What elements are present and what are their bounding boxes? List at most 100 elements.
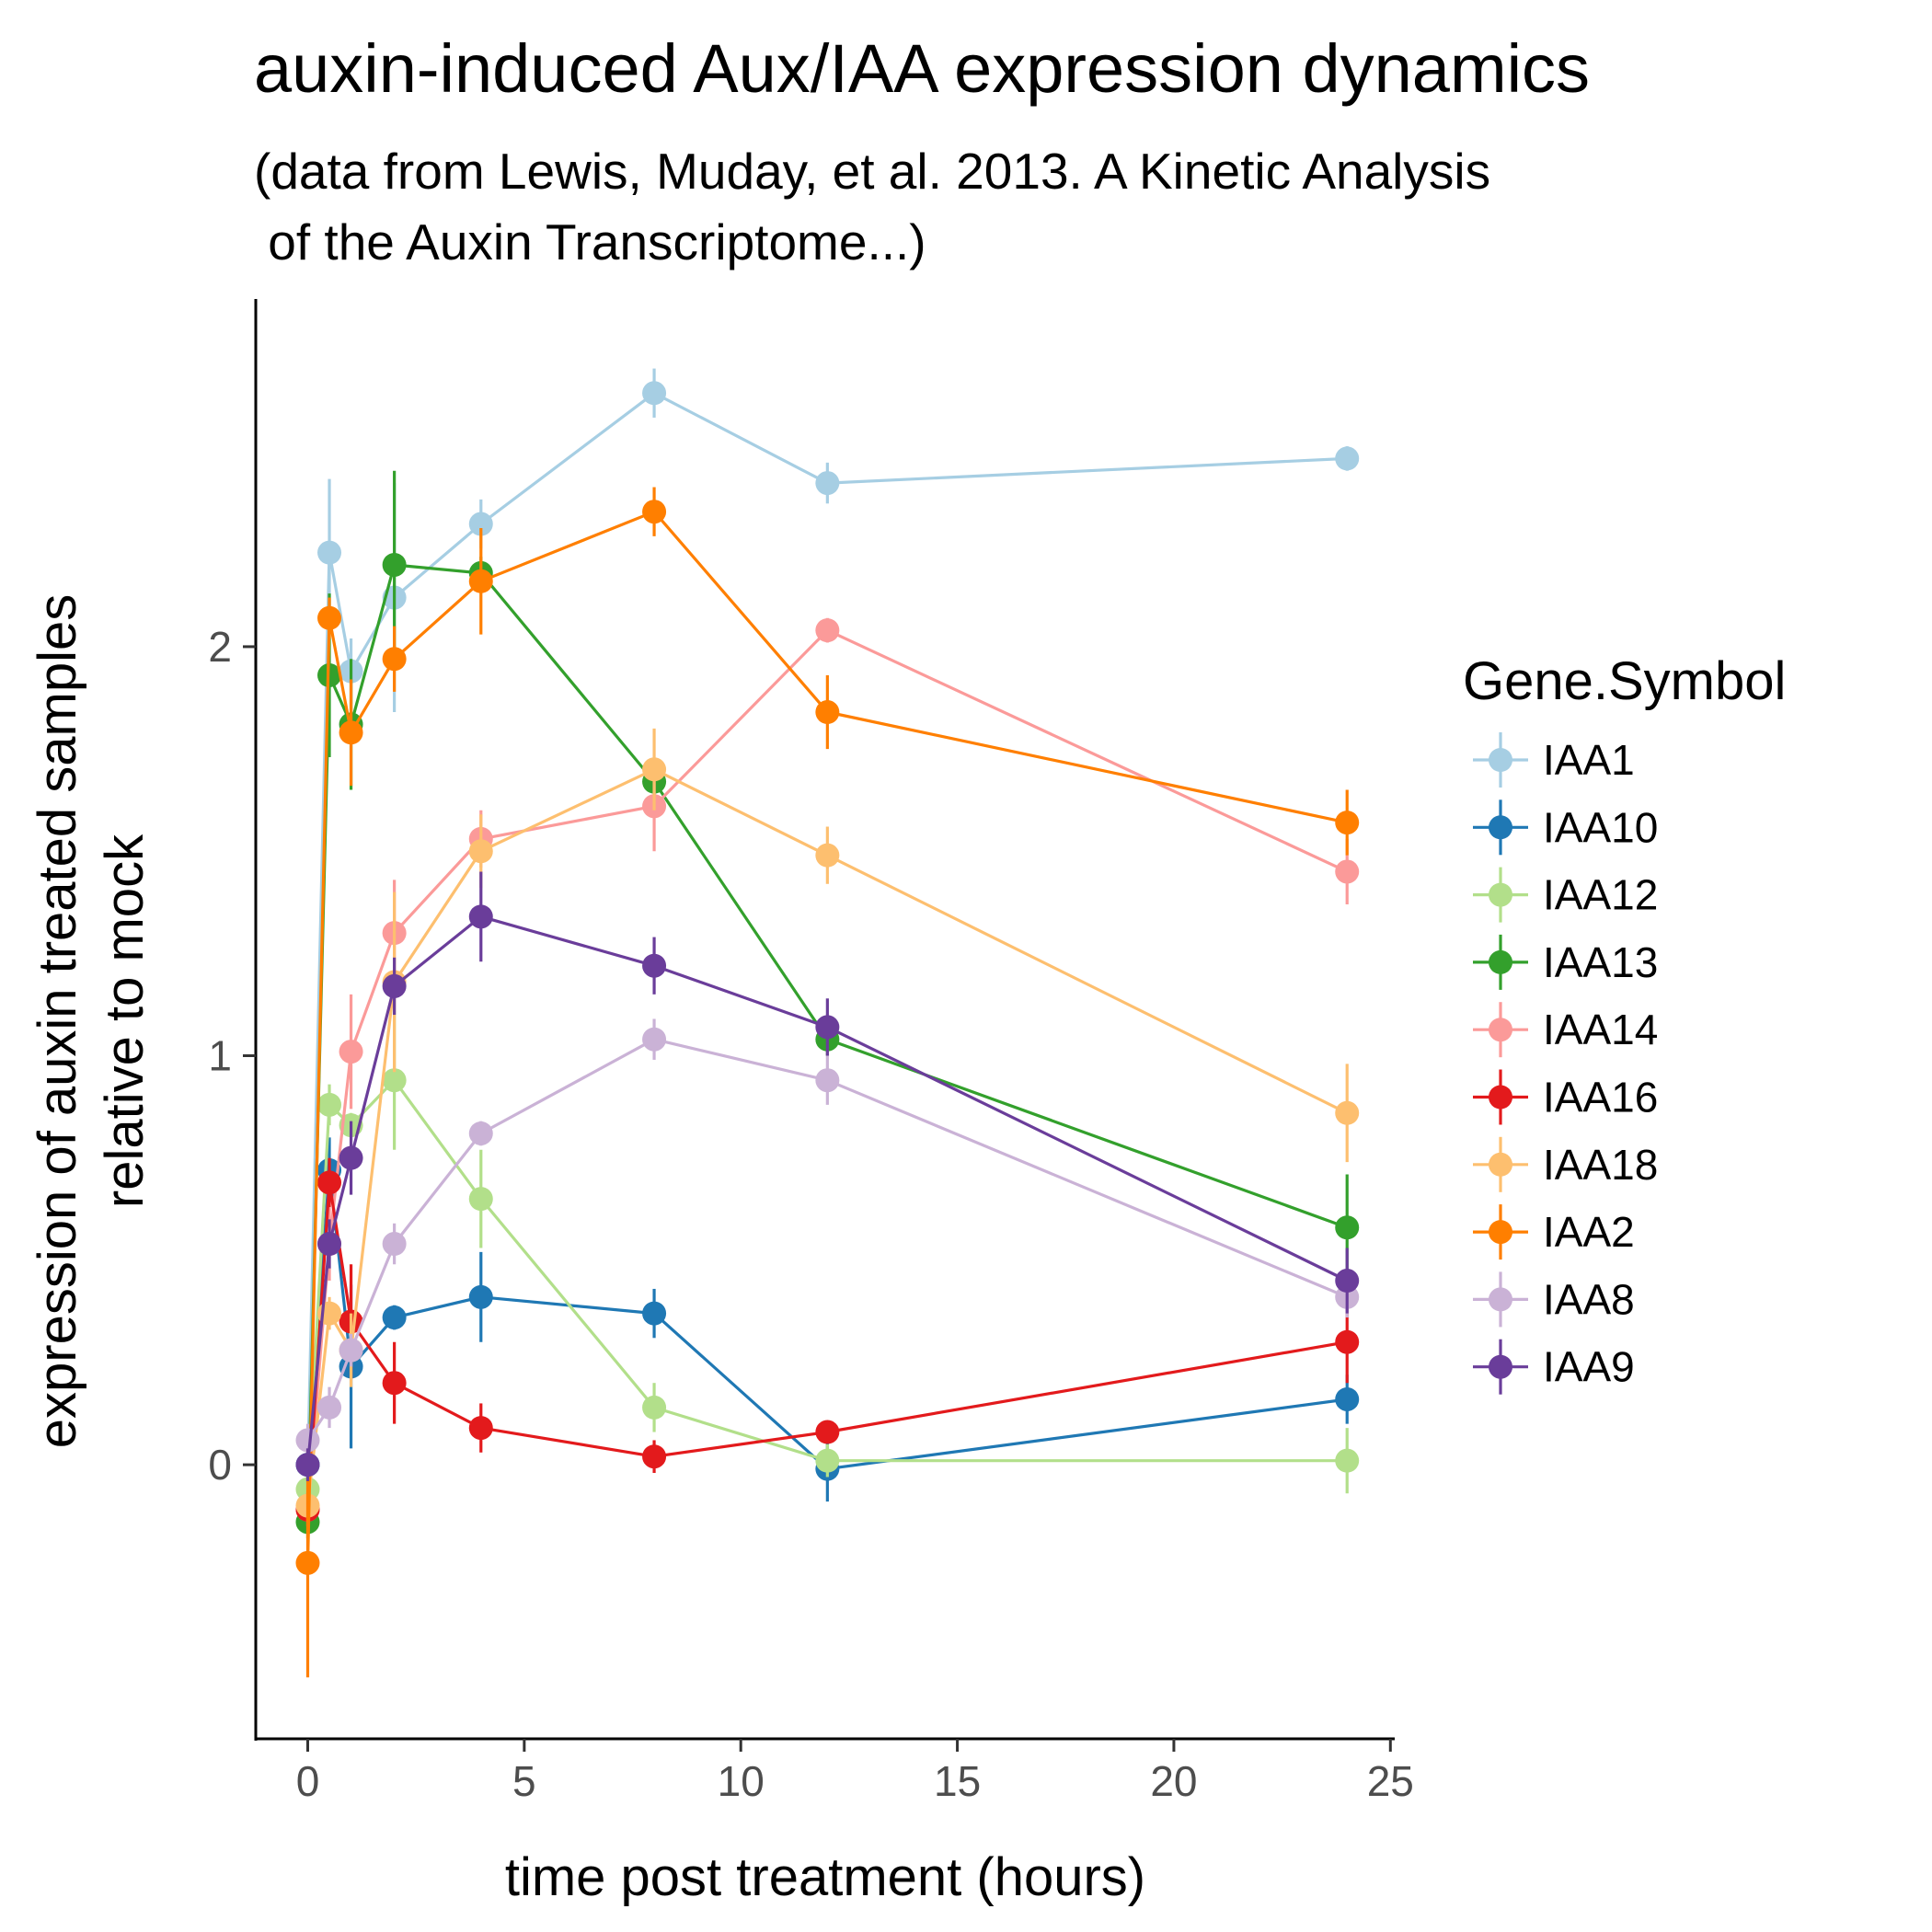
- series-IAA9: [295, 871, 1360, 1481]
- series-IAA2: [295, 487, 1360, 1678]
- data-point: [382, 1371, 407, 1396]
- x-axis-ticks: 0 5 10 15 20 25: [296, 1739, 1414, 1805]
- legend-key-point: [1489, 1287, 1512, 1312]
- data-point: [317, 540, 342, 565]
- legend-label: IAA12: [1543, 871, 1658, 919]
- series-IAA16: [295, 1157, 1360, 1526]
- legend-key-point: [1489, 949, 1512, 974]
- x-tick-label: 5: [512, 1757, 536, 1805]
- data-point: [815, 471, 840, 496]
- data-point: [295, 1550, 320, 1575]
- data-point: [317, 1232, 342, 1257]
- legend-label: IAA2: [1543, 1208, 1635, 1256]
- legend-label: IAA8: [1543, 1275, 1635, 1323]
- chart-subtitle-line-2: of the Auxin Transcriptome...): [254, 213, 926, 270]
- y-tick-label: 2: [208, 623, 232, 671]
- series-line-IAA1: [305, 391, 1348, 1466]
- legend-item-IAA1: IAA1: [1473, 732, 1635, 788]
- x-tick-label: 10: [718, 1757, 765, 1805]
- chart-subtitle-line-1: (data from Lewis, Muday, et al. 2013. A …: [254, 143, 1490, 200]
- data-point: [295, 1428, 320, 1453]
- data-point: [1335, 811, 1360, 835]
- data-point: [468, 1121, 493, 1145]
- data-point: [382, 1305, 407, 1330]
- data-point: [815, 1448, 840, 1473]
- data-point: [339, 1040, 363, 1064]
- series-IAA8: [295, 1018, 1360, 1457]
- data-point: [1335, 859, 1360, 884]
- data-point: [815, 618, 840, 643]
- series-line-IAA2: [305, 510, 1348, 1563]
- data-point: [1335, 1100, 1360, 1125]
- data-point: [382, 1068, 407, 1093]
- data-point: [815, 700, 840, 725]
- data-point: [1335, 1215, 1360, 1240]
- data-point: [317, 605, 342, 630]
- data-point: [1335, 1448, 1360, 1473]
- legend-key-point: [1489, 1085, 1512, 1110]
- legend-label: IAA14: [1543, 1006, 1658, 1053]
- legend-key-point: [1489, 882, 1512, 907]
- legend-item-IAA14: IAA14: [1473, 1002, 1658, 1058]
- legend-item-IAA10: IAA10: [1473, 799, 1658, 856]
- legend-label: IAA16: [1543, 1074, 1658, 1121]
- data-point: [295, 1453, 320, 1478]
- series-line-IAA9: [305, 914, 1348, 1466]
- x-tick-label: 15: [934, 1757, 981, 1805]
- legend-item-IAA12: IAA12: [1473, 867, 1658, 923]
- x-tick-label: 25: [1367, 1757, 1414, 1805]
- legend-key-point: [1489, 1220, 1512, 1245]
- y-axis-title-line-2: relative to mock: [95, 834, 155, 1208]
- data-point: [382, 552, 407, 577]
- legend-item-IAA2: IAA2: [1473, 1204, 1635, 1260]
- y-tick-label: 1: [208, 1032, 232, 1080]
- legend-label: IAA13: [1543, 938, 1658, 986]
- legend-label: IAA9: [1543, 1343, 1635, 1391]
- data-point: [815, 1015, 840, 1040]
- data-point: [468, 1284, 493, 1309]
- data-point: [642, 953, 667, 978]
- data-point: [1335, 446, 1360, 471]
- legend-item-IAA13: IAA13: [1473, 934, 1658, 990]
- data-point: [468, 839, 493, 864]
- x-axis-title: time post treatment (hours): [505, 1847, 1145, 1907]
- data-point: [317, 1395, 342, 1420]
- legend-item-IAA18: IAA18: [1473, 1136, 1658, 1192]
- legend-item-IAA8: IAA8: [1473, 1271, 1635, 1328]
- data-point: [339, 1145, 363, 1170]
- x-tick-label: 20: [1150, 1757, 1197, 1805]
- series-line-IAA16: [305, 1180, 1348, 1511]
- legend-item-IAA16: IAA16: [1473, 1069, 1658, 1125]
- chart-title: auxin-induced Aux/IAA expression dynamic…: [254, 30, 1590, 107]
- data-point: [1335, 1269, 1360, 1294]
- data-point: [815, 1068, 840, 1093]
- legend-title: Gene.Symbol: [1463, 651, 1786, 711]
- legend-key-point: [1489, 815, 1512, 840]
- data-point: [815, 1420, 840, 1444]
- x-tick-label: 0: [296, 1757, 320, 1805]
- y-axis-title: expression of auxin treated samples rela…: [28, 594, 155, 1449]
- data-point: [382, 647, 407, 672]
- legend-key-point: [1489, 748, 1512, 772]
- data-point: [339, 1338, 363, 1363]
- data-point: [642, 381, 667, 406]
- data-point: [642, 757, 667, 782]
- legend-key-point: [1489, 1152, 1512, 1177]
- legend-label: IAA10: [1543, 803, 1658, 851]
- data-point: [642, 1027, 667, 1052]
- data-point: [317, 1170, 342, 1195]
- legend-item-IAA9: IAA9: [1473, 1339, 1635, 1395]
- data-point: [468, 1187, 493, 1212]
- data-point: [1335, 1329, 1360, 1354]
- plot-area: [295, 368, 1360, 1678]
- data-point: [382, 973, 407, 998]
- data-point: [468, 512, 493, 536]
- legend-label: IAA18: [1543, 1141, 1658, 1189]
- data-point: [468, 569, 493, 593]
- data-point: [815, 843, 840, 868]
- legend-label: IAA1: [1543, 736, 1635, 784]
- data-point: [382, 1232, 407, 1257]
- series-IAA18: [295, 728, 1360, 1523]
- legend-key-point: [1489, 1018, 1512, 1042]
